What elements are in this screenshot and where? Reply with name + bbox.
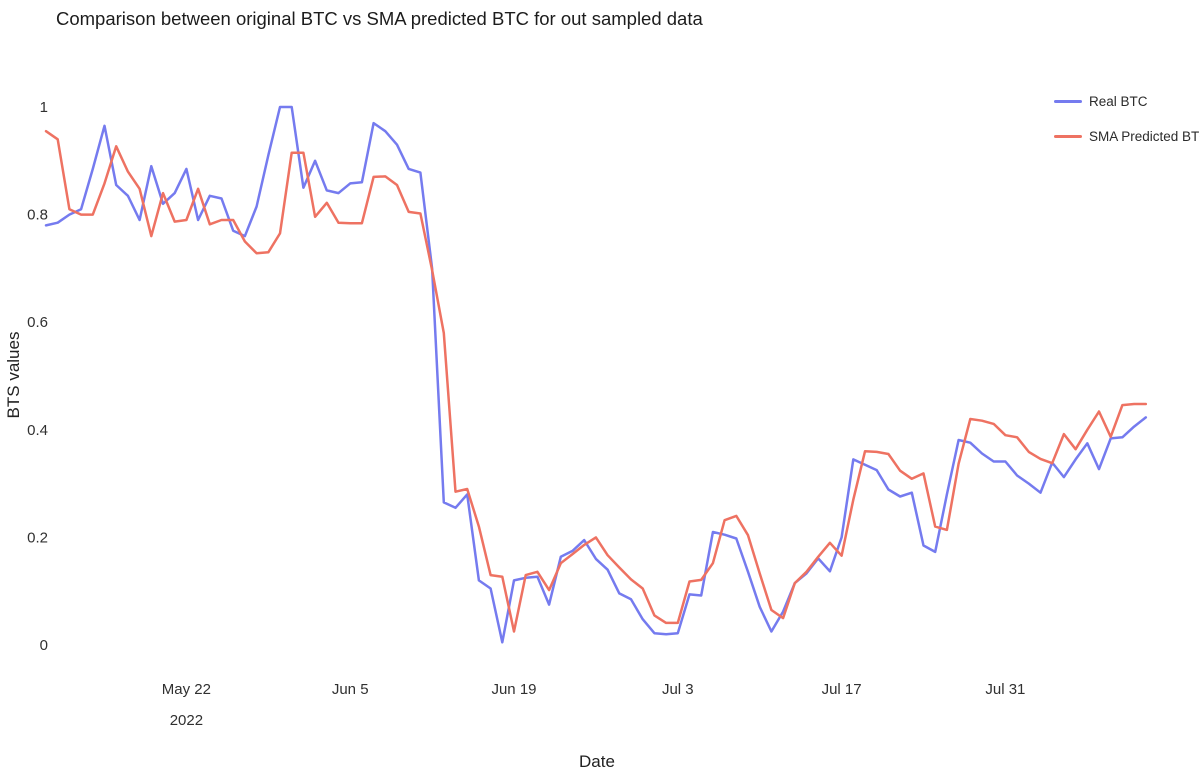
y-tick-label: 0 [40, 637, 48, 654]
y-axis-title: BTS values [4, 331, 23, 419]
x-tick-label: Jun 5 [332, 681, 369, 698]
y-tick-label: 0.6 [27, 314, 48, 331]
legend-item-real-btc[interactable]: Real BTC [1054, 90, 1200, 112]
y-tick-label: 0.8 [27, 207, 48, 224]
y-tick-label: 0.4 [27, 422, 48, 439]
legend-item-sma-predicted-btc[interactable]: SMA Predicted BTC [1054, 125, 1200, 147]
legend-label-sma-predicted-btc: SMA Predicted BTC [1089, 128, 1200, 144]
x-tick-label: May 22 [162, 681, 211, 698]
chart-title: Comparison between original BTC vs SMA p… [56, 8, 703, 29]
sma-predicted-btc-line [44, 129, 1148, 633]
real-btc-line-swatch [1054, 99, 1082, 103]
x-tick-label: Jul 17 [822, 681, 862, 698]
legend: Real BTC SMA Predicted BTC [1054, 90, 1200, 160]
x-tick-label: Jul 3 [662, 681, 694, 698]
real-btc-line [44, 105, 1148, 644]
legend-label-real-btc: Real BTC [1089, 93, 1148, 109]
x-tick-label: Jul 31 [985, 681, 1025, 698]
y-tick-label: 0.2 [27, 529, 48, 546]
x-tick-label: Jun 19 [491, 681, 536, 698]
sma-predicted-btc-line-swatch [1054, 134, 1082, 138]
y-tick-label: 1 [40, 99, 48, 116]
x-axis-title: Date [579, 752, 615, 771]
x-tick-year-label: 2022 [170, 712, 203, 729]
